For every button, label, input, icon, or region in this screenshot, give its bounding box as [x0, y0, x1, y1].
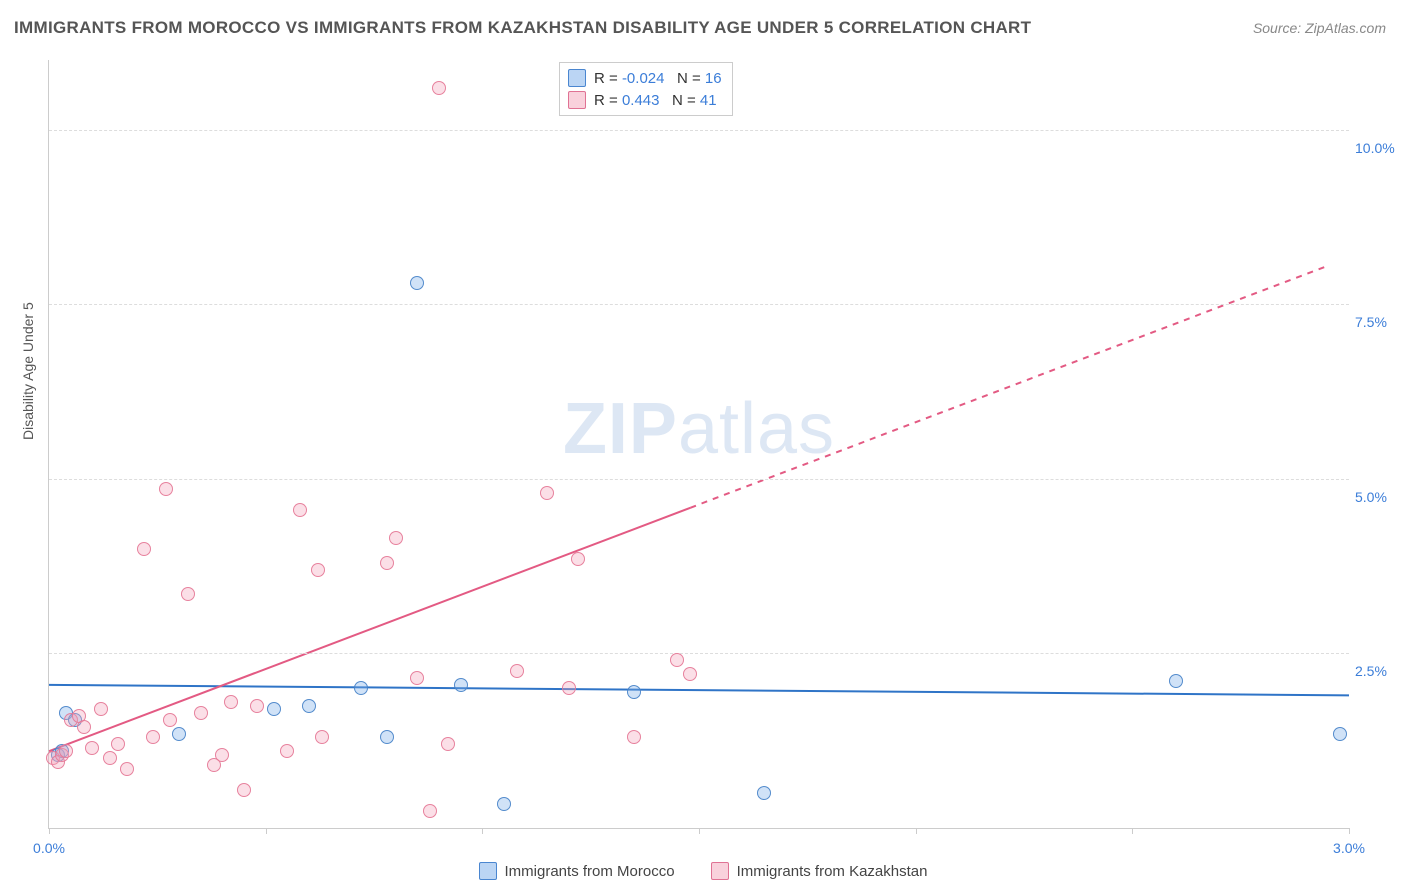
scatter-point-kazakhstan: [315, 730, 329, 744]
chart-title: IMMIGRANTS FROM MOROCCO VS IMMIGRANTS FR…: [14, 18, 1031, 38]
scatter-point-kazakhstan: [194, 706, 208, 720]
scatter-point-kazakhstan: [683, 667, 697, 681]
corr-legend-text-morocco: R = -0.024 N = 16: [594, 70, 722, 87]
legend-swatch: [711, 862, 729, 880]
scatter-point-kazakhstan: [94, 702, 108, 716]
bottom-legend-item: Immigrants from Morocco: [479, 862, 675, 880]
x-tick-label: 3.0%: [1333, 840, 1365, 856]
scatter-point-kazakhstan: [120, 762, 134, 776]
scatter-point-kazakhstan: [441, 737, 455, 751]
scatter-point-kazakhstan: [59, 744, 73, 758]
x-tick-label: 0.0%: [33, 840, 65, 856]
bottom-legend-item: Immigrants from Kazakhstan: [711, 862, 928, 880]
scatter-point-morocco: [454, 678, 468, 692]
y-tick-label: 7.5%: [1355, 314, 1405, 330]
scatter-point-kazakhstan: [250, 699, 264, 713]
scatter-point-kazakhstan: [571, 552, 585, 566]
x-tick: [482, 828, 483, 834]
trend-lines-layer: [49, 60, 1349, 828]
corr-legend-row-kazakhstan: R = 0.443 N = 41: [568, 89, 722, 111]
scatter-point-morocco: [497, 797, 511, 811]
source-attribution: Source: ZipAtlas.com: [1253, 20, 1386, 36]
scatter-point-kazakhstan: [410, 671, 424, 685]
scatter-point-morocco: [1333, 727, 1347, 741]
scatter-point-kazakhstan: [224, 695, 238, 709]
gridline-h: [49, 304, 1349, 305]
scatter-point-kazakhstan: [163, 713, 177, 727]
scatter-point-kazakhstan: [111, 737, 125, 751]
scatter-point-kazakhstan: [103, 751, 117, 765]
scatter-point-morocco: [354, 681, 368, 695]
scatter-plot-area: ZIPatlas R = -0.024 N = 16R = 0.443 N = …: [48, 60, 1349, 829]
legend-label: Immigrants from Kazakhstan: [737, 863, 928, 880]
gridline-h: [49, 130, 1349, 131]
correlation-legend: R = -0.024 N = 16 R = 0.443 N = 41: [559, 62, 733, 116]
scatter-point-kazakhstan: [670, 653, 684, 667]
corr-legend-row-morocco: R = -0.024 N = 16: [568, 67, 722, 89]
scatter-point-kazakhstan: [215, 748, 229, 762]
scatter-point-kazakhstan: [293, 503, 307, 517]
scatter-point-kazakhstan: [389, 531, 403, 545]
y-axis-label: Disability Age Under 5: [20, 302, 36, 440]
scatter-point-kazakhstan: [432, 81, 446, 95]
x-tick: [266, 828, 267, 834]
scatter-point-morocco: [267, 702, 281, 716]
scatter-point-morocco: [380, 730, 394, 744]
scatter-point-morocco: [172, 727, 186, 741]
scatter-point-kazakhstan: [77, 720, 91, 734]
trend-line-morocco: [49, 685, 1349, 695]
legend-swatch: [479, 862, 497, 880]
gridline-h: [49, 653, 1349, 654]
scatter-point-kazakhstan: [159, 482, 173, 496]
scatter-point-kazakhstan: [627, 730, 641, 744]
scatter-point-kazakhstan: [280, 744, 294, 758]
scatter-point-kazakhstan: [510, 664, 524, 678]
x-tick: [699, 828, 700, 834]
scatter-point-kazakhstan: [540, 486, 554, 500]
scatter-point-morocco: [627, 685, 641, 699]
scatter-point-morocco: [302, 699, 316, 713]
trend-line-kazakhstan-dashed: [690, 266, 1327, 508]
y-tick-label: 10.0%: [1355, 140, 1405, 156]
x-tick: [916, 828, 917, 834]
scatter-point-morocco: [410, 276, 424, 290]
scatter-point-kazakhstan: [380, 556, 394, 570]
corr-legend-text-kazakhstan: R = 0.443 N = 41: [594, 92, 717, 109]
scatter-point-kazakhstan: [237, 783, 251, 797]
scatter-point-kazakhstan: [85, 741, 99, 755]
x-tick: [49, 828, 50, 834]
x-tick: [1349, 828, 1350, 834]
scatter-point-morocco: [1169, 674, 1183, 688]
gridline-h: [49, 479, 1349, 480]
legend-label: Immigrants from Morocco: [505, 863, 675, 880]
scatter-point-kazakhstan: [562, 681, 576, 695]
scatter-point-kazakhstan: [146, 730, 160, 744]
legend-swatch-morocco: [568, 69, 586, 87]
legend-swatch-kazakhstan: [568, 91, 586, 109]
y-tick-label: 2.5%: [1355, 663, 1405, 679]
scatter-point-kazakhstan: [423, 804, 437, 818]
scatter-point-kazakhstan: [181, 587, 195, 601]
series-legend: Immigrants from Morocco Immigrants from K…: [0, 862, 1406, 884]
scatter-point-morocco: [757, 786, 771, 800]
y-tick-label: 5.0%: [1355, 489, 1405, 505]
x-tick: [1132, 828, 1133, 834]
scatter-point-kazakhstan: [311, 563, 325, 577]
scatter-point-kazakhstan: [137, 542, 151, 556]
